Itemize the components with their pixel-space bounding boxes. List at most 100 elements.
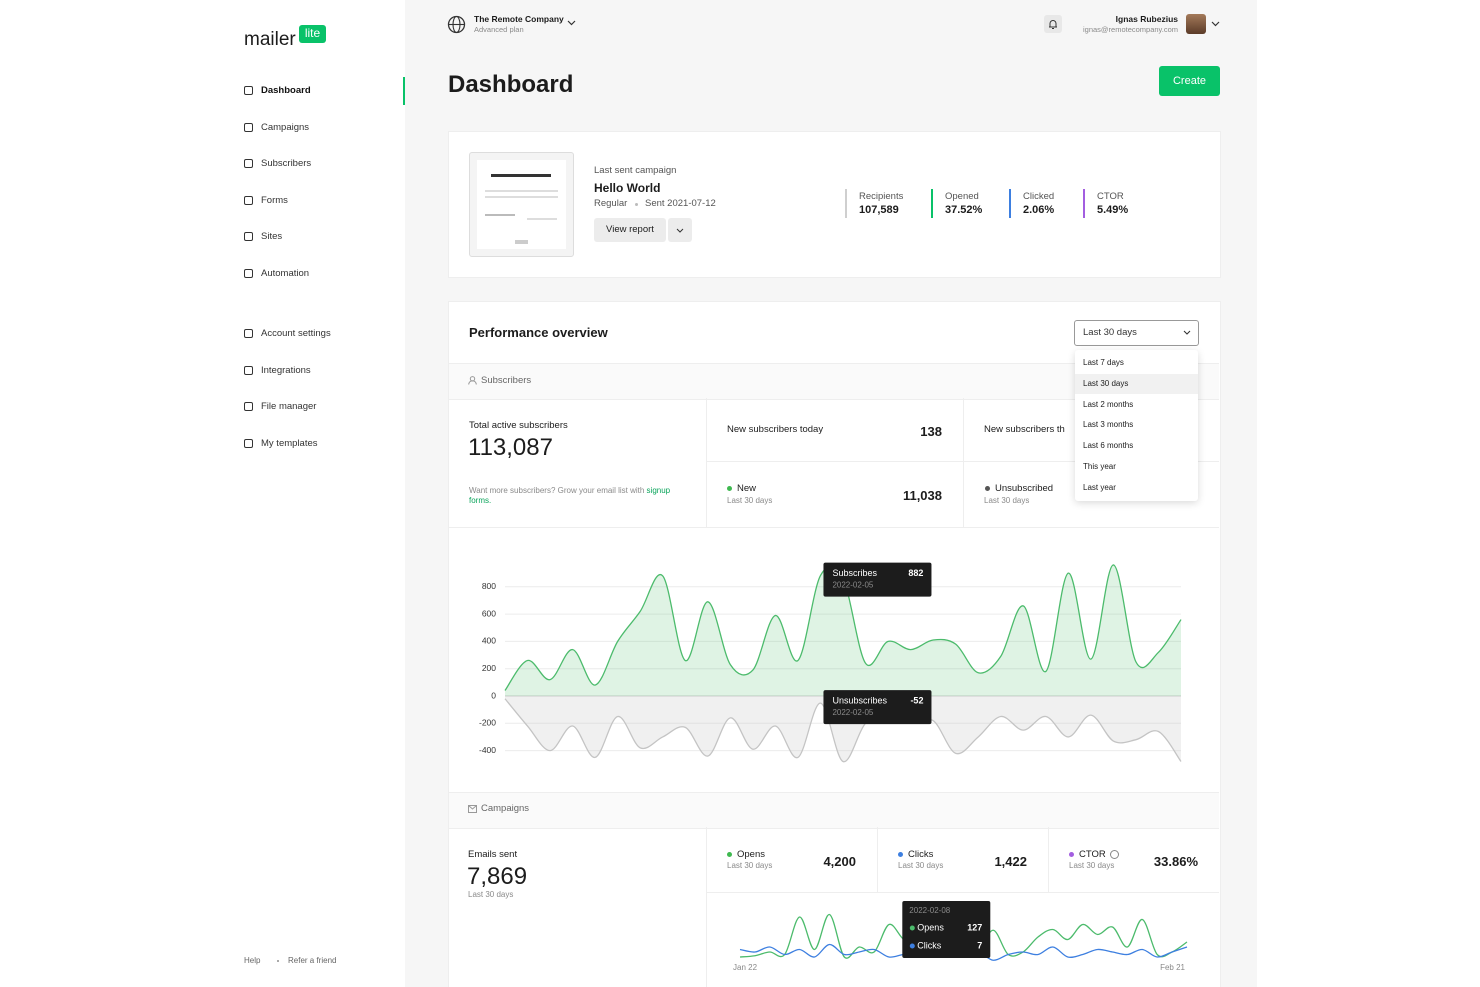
unsub-label: Unsubscribed (995, 483, 1054, 494)
y-tick-label: 0 (491, 690, 496, 700)
footer-link[interactable]: Refer a friend (288, 956, 337, 965)
create-button[interactable]: Create (1159, 66, 1220, 96)
stat-value: 33.86% (1153, 854, 1198, 869)
divider (877, 827, 878, 892)
nav-icon (244, 329, 253, 338)
y-tick-label: -400 (479, 745, 496, 755)
view-report-menu[interactable] (668, 218, 692, 242)
tooltip-name: Opens (917, 922, 944, 932)
user-chevron[interactable] (1211, 21, 1220, 27)
stat-value: 2.06% (1023, 204, 1055, 216)
active-indicator (403, 77, 405, 105)
nav-item[interactable]: Dashboard (261, 85, 311, 96)
tooltip-name: Clicks (917, 940, 941, 950)
performance-title: Performance overview (469, 325, 608, 340)
y-tick-label: -200 (479, 718, 496, 728)
nav-icon (244, 195, 253, 205)
view-report-button[interactable]: View report (594, 218, 666, 242)
range-option[interactable]: Last 6 months (1083, 441, 1134, 451)
thumbnail-line (485, 214, 515, 216)
campaign-card (448, 131, 1221, 278)
y-tick-label: 400 (482, 636, 496, 646)
nav-icon (244, 365, 253, 375)
subscribers-section: Subscribers (481, 375, 532, 386)
tooltip-value: 127 (967, 922, 982, 932)
range-option[interactable]: This year (1083, 462, 1116, 471)
today-label: New subscribers today (727, 424, 824, 435)
logo-text: mailer (244, 29, 296, 50)
divider (706, 461, 1219, 462)
stat-label: CTOR (1097, 191, 1124, 202)
nav-icon (244, 402, 253, 411)
stat-value: 1,422 (994, 854, 1027, 869)
nav-item[interactable]: Forms (261, 194, 288, 206)
footer-link[interactable]: Help (244, 956, 261, 965)
info-icon[interactable] (1110, 850, 1119, 859)
nav-item[interactable]: Automation (261, 267, 310, 279)
tooltip-dot (909, 925, 915, 931)
company-chevron[interactable] (567, 20, 576, 26)
sent-value: 7,869 (467, 863, 528, 890)
page-title: Dashboard (448, 71, 574, 98)
area-fill (505, 564, 1181, 696)
range-option[interactable]: Last 7 days (1083, 358, 1124, 367)
tooltip (823, 562, 932, 597)
nav-icon (244, 438, 253, 448)
total-value: 113,087 (468, 434, 553, 461)
hint-text: Want more subscribers? Grow your email l… (469, 486, 645, 495)
series-line (504, 698, 1182, 763)
thumbnail-line (485, 196, 558, 198)
stat-label: CTOR (1079, 849, 1106, 860)
thumbnail-line (485, 190, 558, 192)
nav-item[interactable]: File manager (261, 401, 317, 412)
user-name: Ignas Rubezius (1115, 14, 1178, 24)
stat-value: 107,589 (859, 204, 899, 216)
avatar[interactable] (1186, 14, 1206, 34)
legend-dot (727, 486, 732, 491)
nav-icon (244, 86, 253, 95)
globe-icon (447, 15, 466, 34)
legend-dot (727, 852, 732, 857)
legend-dot (898, 852, 903, 857)
campaign-label: Last sent campaign (594, 165, 677, 176)
campaign-thumbnail[interactable] (469, 152, 574, 257)
nav-item[interactable]: Account settings (261, 328, 331, 339)
divider (449, 527, 1219, 528)
mail-icon (468, 805, 477, 813)
stat-label: Clicked (1023, 191, 1055, 202)
stat-border (1083, 189, 1085, 218)
nav-item[interactable]: Sites (261, 231, 283, 242)
notifications[interactable] (1044, 15, 1062, 33)
nav-icon (244, 232, 253, 241)
tooltip-date: 2022-02-05 (832, 708, 873, 717)
y-tick-label: 200 (482, 663, 496, 673)
nav-item[interactable]: My templates (261, 437, 318, 449)
range-option[interactable]: Last year (1083, 482, 1116, 492)
stat-label: Recipients (859, 191, 904, 202)
nav-icon (244, 159, 253, 168)
stat-border (1009, 189, 1011, 218)
nav-item[interactable]: Subscribers (261, 158, 312, 169)
campaigns-section: Campaigns (481, 803, 530, 814)
tooltip-date: 2022-02-05 (832, 581, 873, 590)
range-option[interactable]: Last 30 days (1075, 373, 1198, 394)
divider (963, 398, 964, 527)
area-fill (505, 696, 1181, 762)
tooltip-value: 882 (908, 568, 923, 578)
stat-border (931, 189, 933, 218)
nav-item[interactable]: Integrations (261, 364, 311, 376)
separator-dot (277, 960, 279, 962)
range-select[interactable]: Last 30 days (1074, 320, 1199, 346)
company-name[interactable]: The Remote Company (474, 14, 564, 24)
campaign-sent: Sent 2021-07-12 (645, 198, 716, 209)
range-option[interactable]: Last 2 months (1083, 399, 1134, 409)
x-tick-label: Jan 22 (733, 963, 758, 972)
section-band (449, 792, 1219, 829)
hint-link[interactable]: signup forms. (469, 486, 671, 505)
tooltip (823, 690, 932, 725)
nav-item[interactable]: Campaigns (261, 121, 310, 133)
range-option[interactable]: Last 3 months (1083, 420, 1134, 430)
signup-hint: Want more subscribers? Grow your email l… (469, 486, 689, 506)
